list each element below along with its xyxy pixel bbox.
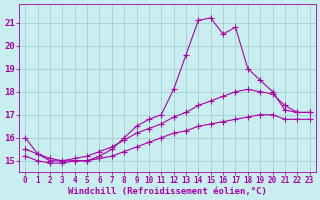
X-axis label: Windchill (Refroidissement éolien,°C): Windchill (Refroidissement éolien,°C) xyxy=(68,187,267,196)
